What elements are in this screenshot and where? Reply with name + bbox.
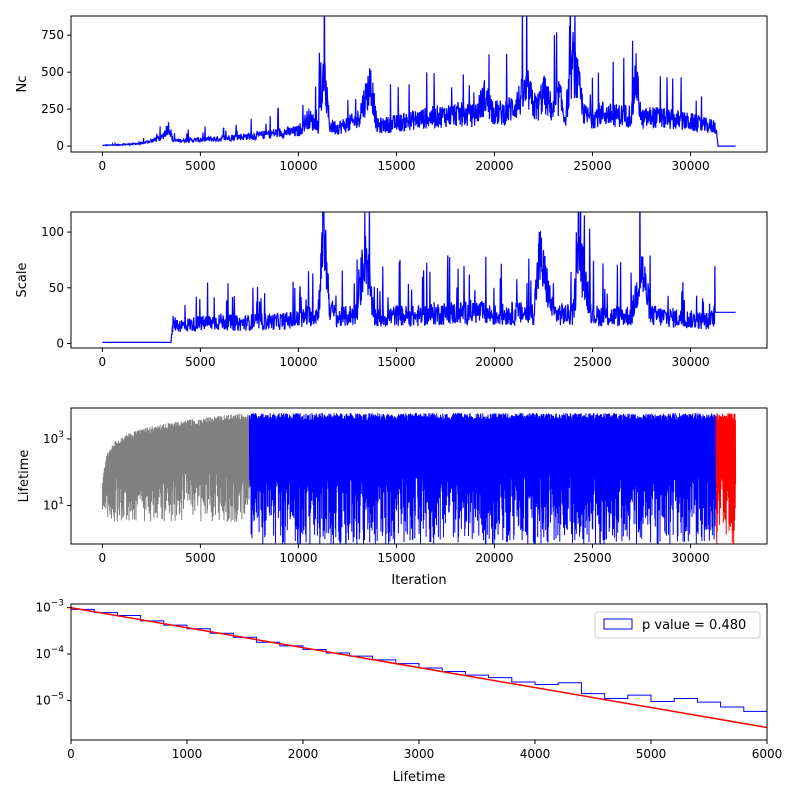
x-tick-label: 0 — [99, 159, 107, 173]
legend-swatch — [603, 618, 633, 630]
iteration-x-axis-label: Iteration — [391, 573, 446, 588]
x-tick-label: 3000 — [404, 747, 435, 761]
fit-line — [71, 606, 767, 729]
lifetime-series-1 — [248, 412, 717, 544]
panel-scale: 0 5000 10000 15000 20000 25000 30000 0 50 100 Sc… — [15, 211, 768, 369]
lifetime-x-axis-label: Lifetime — [393, 770, 446, 785]
y-tick-label: 0 — [56, 139, 64, 153]
x-tick-label: 30000 — [671, 355, 709, 369]
y-tick-label: 10−5 — [35, 691, 64, 707]
y-tick-label: 100 — [41, 225, 64, 239]
lifetime-series-2 — [715, 413, 737, 544]
x-tick-label: 6000 — [752, 747, 783, 761]
lifetime-y-axis-label: Lifetime — [17, 450, 32, 503]
x-tick-label: 0 — [67, 747, 75, 761]
scale-x-ticks: 0 5000 10000 15000 20000 25000 30000 — [99, 348, 710, 369]
y-tick-label: 500 — [41, 65, 64, 79]
x-tick-label: 15000 — [377, 355, 415, 369]
scale-y-ticks: 0 50 100 — [41, 225, 71, 351]
x-tick-label: 5000 — [185, 355, 216, 369]
panel-nc: 0 5000 10000 15000 20000 25000 30000 0 250 500 75… — [15, 15, 768, 173]
x-tick-label: 20000 — [475, 355, 513, 369]
y-tick-label: 750 — [41, 28, 64, 42]
x-tick-label: 10000 — [279, 355, 317, 369]
x-tick-label: 4000 — [520, 747, 551, 761]
x-tick-label: 0 — [99, 355, 107, 369]
x-tick-label: 30000 — [671, 159, 709, 173]
nc-y-ticks: 0 250 500 750 — [41, 28, 71, 153]
y-tick-label: 103 — [43, 430, 64, 446]
x-tick-label: 5000 — [185, 551, 216, 565]
x-tick-label: 15000 — [377, 159, 415, 173]
series-line — [102, 212, 736, 343]
histogram-plot-area — [71, 606, 767, 740]
lifetime-y-ticks: 101 103 — [43, 430, 71, 513]
x-tick-label: 25000 — [573, 355, 611, 369]
legend: p value = 0.480 — [594, 611, 761, 639]
scale-axes-frame — [70, 211, 768, 349]
x-tick-label: 0 — [99, 551, 107, 565]
scale-y-axis-label: Scale — [15, 263, 30, 298]
panel-histogram: 0 1000 2000 3000 4000 5000 6000 10−5 10−4 10−3 L… — [35, 599, 782, 785]
lifetime-series-0 — [101, 413, 250, 523]
y-tick-label: 50 — [49, 281, 64, 295]
series-line — [102, 16, 736, 147]
x-tick-label: 15000 — [377, 551, 415, 565]
x-tick-label: 25000 — [573, 551, 611, 565]
y-tick-label: 101 — [43, 497, 64, 513]
x-tick-label: 5000 — [636, 747, 667, 761]
y-tick-label: 250 — [41, 102, 64, 116]
x-tick-label: 25000 — [573, 159, 611, 173]
x-tick-label: 2000 — [288, 747, 319, 761]
panel-lifetime: 0 5000 10000 15000 20000 25000 30000 101 103 Li… — [17, 407, 768, 588]
y-tick-label: 10−3 — [35, 599, 64, 615]
legend-entry: p value = 0.480 — [642, 618, 746, 633]
nc-x-ticks: 0 5000 10000 15000 20000 25000 30000 — [99, 152, 710, 173]
x-tick-label: 10000 — [279, 551, 317, 565]
x-tick-label: 5000 — [185, 159, 216, 173]
legend-box — [594, 611, 761, 639]
scale-plot-area — [102, 212, 736, 343]
histogram-steps — [71, 608, 767, 740]
x-tick-label: 10000 — [279, 159, 317, 173]
nc-plot-area — [102, 16, 736, 147]
x-tick-label: 20000 — [475, 551, 513, 565]
x-tick-label: 1000 — [172, 747, 203, 761]
y-tick-label: 10−4 — [35, 645, 64, 661]
histogram-y-ticks: 10−5 10−4 10−3 — [35, 599, 71, 707]
x-tick-label: 20000 — [475, 159, 513, 173]
lifetime-axes-frame — [70, 407, 768, 545]
x-tick-label: 30000 — [671, 551, 709, 565]
lifetime-plot-area — [101, 412, 737, 544]
lifetime-x-ticks: 0 5000 10000 15000 20000 25000 30000 — [99, 544, 710, 565]
nc-y-axis-label: Nc — [15, 76, 30, 93]
nc-axes-frame — [70, 15, 768, 153]
histogram-x-ticks: 0 1000 2000 3000 4000 5000 6000 — [67, 740, 782, 761]
y-tick-label: 0 — [56, 337, 64, 351]
